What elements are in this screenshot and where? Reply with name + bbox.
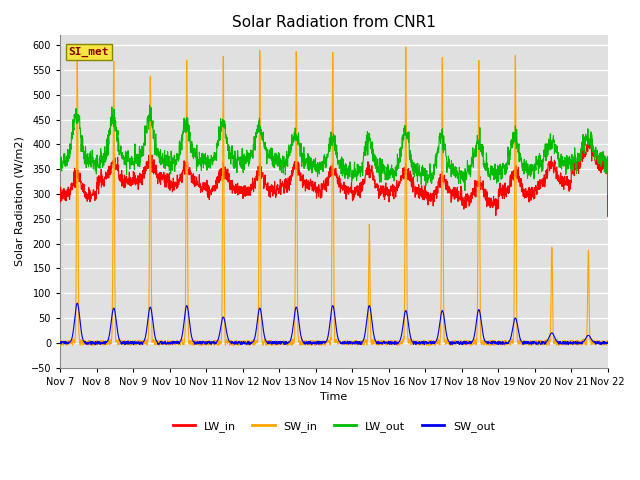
SW_out: [556, 339, 564, 345]
LW_out: [350, 172, 358, 178]
SW_out: [209, 339, 217, 345]
SW_in: [571, 339, 579, 345]
SW_in: [209, 341, 216, 347]
SW_in: [362, 337, 369, 343]
SW_out: [74, 300, 81, 306]
SW_out: [350, 339, 358, 345]
LW_in: [209, 187, 216, 193]
LW_in: [493, 198, 500, 204]
SW_in: [604, 338, 612, 344]
LW_out: [209, 159, 217, 165]
LW_out: [146, 102, 154, 108]
SW_in: [556, 340, 564, 346]
SW_in: [493, 341, 501, 347]
LW_in: [604, 214, 612, 219]
Line: LW_out: LW_out: [60, 105, 608, 194]
Legend: LW_in, SW_in, LW_out, SW_out: LW_in, SW_in, LW_out, SW_out: [168, 416, 500, 436]
SW_in: [349, 341, 357, 347]
LW_out: [571, 145, 579, 151]
SW_out: [571, 339, 579, 345]
LW_in: [556, 179, 563, 184]
SW_out: [493, 341, 501, 347]
Text: SI_met: SI_met: [68, 47, 109, 58]
Y-axis label: Solar Radiation (W/m2): Solar Radiation (W/m2): [15, 136, 25, 266]
LW_in: [571, 160, 579, 166]
Line: SW_in: SW_in: [60, 47, 608, 345]
LW_in: [362, 173, 369, 179]
LW_in: [584, 137, 592, 143]
Line: SW_out: SW_out: [60, 303, 608, 344]
LW_out: [604, 191, 612, 197]
LW_out: [56, 164, 64, 170]
LW_out: [556, 156, 563, 161]
Line: LW_in: LW_in: [60, 140, 608, 216]
Title: Solar Radiation from CNR1: Solar Radiation from CNR1: [232, 15, 436, 30]
LW_in: [349, 197, 357, 203]
SW_in: [425, 342, 433, 348]
SW_out: [56, 339, 64, 345]
SW_in: [402, 44, 410, 50]
SW_out: [362, 324, 370, 330]
LW_out: [362, 152, 369, 158]
X-axis label: Time: Time: [320, 392, 348, 402]
SW_out: [97, 341, 104, 347]
LW_in: [56, 196, 64, 202]
SW_out: [604, 339, 612, 345]
LW_out: [493, 174, 501, 180]
SW_in: [56, 339, 64, 345]
